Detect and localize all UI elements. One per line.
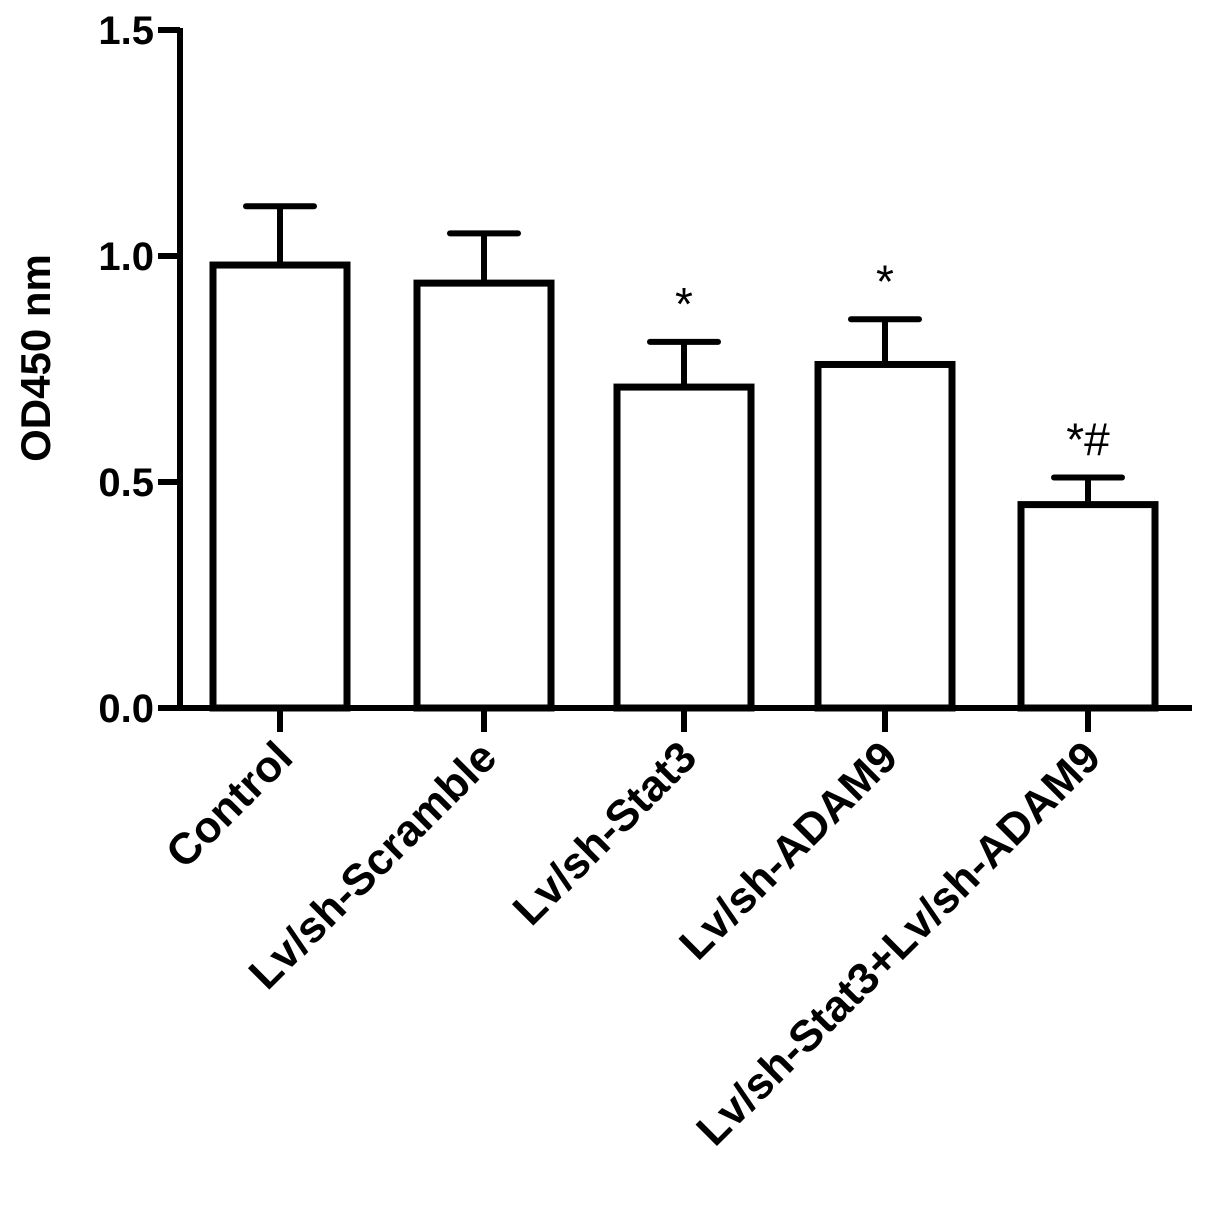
- bar: [613, 383, 755, 712]
- x-tick-label: Lv/sh-Stat3+Lv/sh-ADAM9: [687, 732, 1110, 1155]
- bars-layer: [209, 261, 1159, 712]
- x-tick-label: Lv/sh-Stat3: [504, 732, 706, 934]
- annotations-layer: * * *#: [675, 255, 1110, 465]
- y-axis-title: OD450 nm: [12, 254, 59, 462]
- bar: [814, 360, 956, 712]
- x-tick-label: Lv/sh-ADAM9: [670, 732, 907, 969]
- plot-area: * * *# 0.0 0.5 1.0 1.5 ControlLv/sh-ScrambleL…: [98, 9, 1192, 1155]
- y-tick-label: 0.0: [98, 687, 154, 731]
- x-ticks-layer: ControlLv/sh-ScrambleLv/sh-Stat3Lv/sh-AD…: [157, 708, 1110, 1155]
- bar: [209, 261, 351, 712]
- y-tick-label: 1.5: [98, 9, 154, 53]
- bar: [1017, 501, 1159, 712]
- bar: [413, 279, 555, 712]
- significance-marker: *: [876, 255, 894, 307]
- x-tick-label: Control: [157, 732, 302, 877]
- y-tick-label: 0.5: [98, 461, 154, 505]
- error-bars-layer: [243, 203, 1125, 505]
- significance-marker: *#: [1066, 413, 1110, 465]
- y-ticks-layer: 0.0 0.5 1.0 1.5: [98, 9, 180, 731]
- y-tick-label: 1.0: [98, 235, 154, 279]
- significance-marker: *: [675, 278, 693, 330]
